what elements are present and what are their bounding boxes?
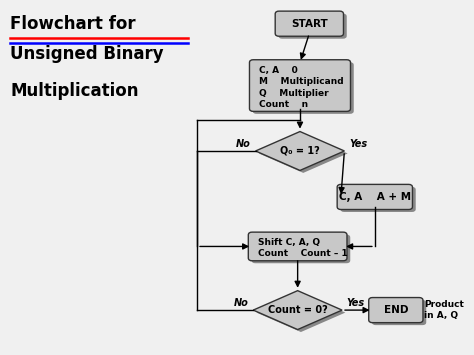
FancyBboxPatch shape	[369, 297, 423, 323]
FancyBboxPatch shape	[249, 60, 350, 111]
Text: START: START	[291, 19, 328, 29]
Text: Count    Count – 1: Count Count – 1	[258, 250, 347, 258]
Text: Shift C, A, Q: Shift C, A, Q	[258, 238, 320, 247]
Text: Count = 0?: Count = 0?	[268, 305, 328, 315]
FancyBboxPatch shape	[337, 184, 412, 209]
FancyBboxPatch shape	[340, 187, 416, 212]
FancyBboxPatch shape	[372, 300, 426, 325]
Text: Q₀ = 1?: Q₀ = 1?	[280, 146, 320, 156]
Text: Yes: Yes	[347, 298, 365, 308]
Text: Unsigned Binary: Unsigned Binary	[10, 45, 164, 63]
Text: Q    Multiplier: Q Multiplier	[259, 88, 328, 98]
Polygon shape	[253, 291, 342, 329]
Text: Multiplication: Multiplication	[10, 82, 138, 100]
FancyBboxPatch shape	[275, 11, 344, 36]
Text: M    Multiplicand: M Multiplicand	[259, 77, 344, 86]
FancyBboxPatch shape	[278, 13, 347, 39]
Polygon shape	[256, 293, 346, 332]
Text: No: No	[236, 139, 251, 149]
Text: C, A    0: C, A 0	[259, 66, 298, 75]
Text: C, A    A + M: C, A A + M	[339, 192, 411, 202]
Text: Count    n: Count n	[259, 100, 308, 109]
FancyBboxPatch shape	[252, 235, 350, 263]
Polygon shape	[259, 134, 348, 173]
Polygon shape	[255, 132, 345, 170]
Text: END: END	[383, 305, 408, 315]
Text: Flowchart for: Flowchart for	[10, 15, 136, 33]
FancyBboxPatch shape	[253, 62, 354, 114]
Text: Yes: Yes	[349, 139, 367, 149]
Text: No: No	[234, 298, 248, 308]
FancyBboxPatch shape	[248, 232, 347, 261]
Text: Product
in A, Q: Product in A, Q	[424, 300, 464, 320]
